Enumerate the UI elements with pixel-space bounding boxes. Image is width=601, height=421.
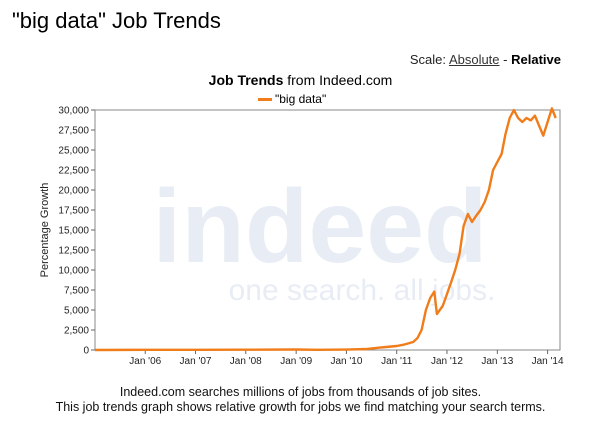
x-tick-label: Jan '10 (330, 356, 362, 367)
y-tick-label: 2,500 (64, 326, 89, 337)
x-tick-label: Jan '07 (180, 356, 212, 367)
x-tick-label: Jan '08 (230, 356, 262, 367)
watermark-logo: indeed (152, 169, 487, 285)
x-tick-label: Jan '12 (431, 356, 463, 367)
y-tick-label: 5,000 (64, 306, 89, 317)
y-tick-label: 25,000 (58, 146, 89, 157)
chart-title-bold: Job Trends (208, 72, 284, 88)
x-tick-label: Jan '06 (129, 356, 161, 367)
series-line-big-data (94, 107, 557, 352)
legend-swatch (258, 97, 272, 101)
y-tick-label: 17,500 (58, 206, 89, 217)
y-tick-label: 10,000 (58, 266, 89, 277)
scale-relative-current: Relative (511, 52, 561, 67)
chart-title-source: from Indeed.com (287, 72, 393, 88)
y-axis: 0 2,500 5,000 7,500 10,000 12,500 15,000 17,500… (58, 106, 95, 357)
x-tick-label: Jan '13 (481, 356, 513, 367)
x-tick-label: Jan '14 (532, 356, 564, 367)
scale-switcher: Scale: Absolute - Relative (410, 52, 561, 67)
x-tick-label: Jan '09 (280, 356, 312, 367)
watermark-tagline: one search. all jobs. (229, 274, 496, 307)
y-tick-label: 0 (83, 346, 89, 357)
legend-label: "big data" (275, 92, 327, 106)
footer-text: Indeed.com searches millions of jobs fro… (0, 385, 601, 415)
y-tick-label: 20,000 (58, 186, 89, 197)
footer-line-2: This job trends graph shows relative gro… (55, 400, 546, 414)
y-tick-label: 15,000 (58, 226, 89, 237)
trend-chart: indeed one search. all jobs. 0 2,500 5,000… (39, 106, 564, 368)
x-tick-label: Jan '11 (381, 356, 413, 367)
y-tick-label: 12,500 (58, 246, 89, 257)
y-tick-label: 30,000 (58, 106, 89, 117)
chart-title: Job Trends from Indeed.com (0, 72, 601, 88)
y-tick-label: 22,500 (58, 166, 89, 177)
scale-absolute-link[interactable]: Absolute (448, 52, 500, 67)
series-group (94, 107, 557, 352)
x-axis: Jan '06 Jan '07 Jan '08 Jan '09 Jan '10 Jan '… (129, 350, 564, 367)
page-title: "big data" Job Trends (12, 8, 221, 33)
y-tick-label: 27,500 (58, 126, 89, 137)
chart-legend: "big data" (258, 92, 326, 106)
indeed-watermark: indeed one search. all jobs. (152, 169, 495, 307)
y-tick-label: 7,500 (64, 286, 89, 297)
y-axis-label: Percentage Growth (39, 183, 51, 278)
scale-separator: - (503, 52, 508, 67)
footer-line-1: Indeed.com searches millions of jobs fro… (119, 385, 482, 399)
scale-label: Scale: (409, 52, 447, 67)
